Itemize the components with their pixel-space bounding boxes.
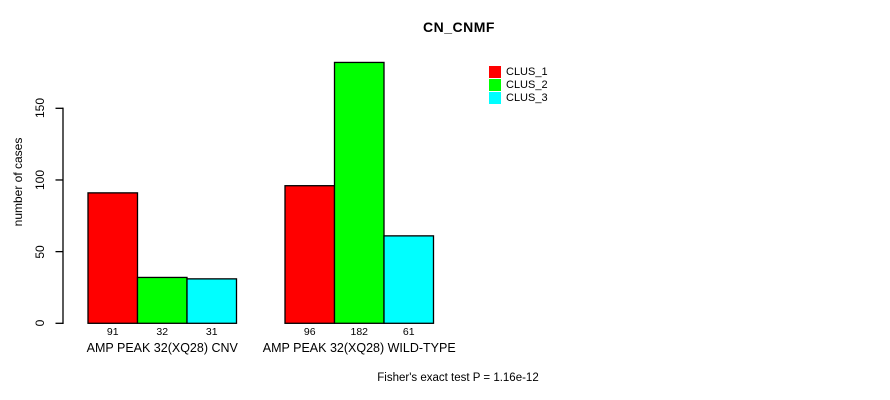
x-category-label: AMP PEAK 32(XQ28) WILD-TYPE [262,341,456,355]
y-axis-label: number of cases [11,137,25,227]
bar-value-label: 32 [156,326,169,338]
legend-swatch-icon [489,79,501,92]
legend-swatch-icon [489,65,501,78]
bar-clus_2-group2 [333,61,385,324]
legend-swatch-icon [489,92,501,105]
bar-clus_1-group1 [87,192,139,324]
legend-item-clus_3: CLUS_3 [489,92,548,105]
chart-title: CN_CNMF [423,19,495,35]
y-tick-label: 100 [33,169,47,190]
legend-label: CLUS_2 [506,79,548,92]
legend-label: CLUS_1 [506,65,548,78]
x-category-label: AMP PEAK 32(XQ28) CNV [86,341,238,355]
fisher-test-annotation: Fisher's exact test P = 1.16e-12 [377,372,539,384]
legend-item-clus_1: CLUS_1 [489,65,548,78]
legend: CLUS_1 CLUS_2 CLUS_3 [489,65,548,105]
y-tick-label: 150 [33,98,47,119]
bar-clus_3-group1 [186,278,238,324]
y-tick-label: 0 [33,319,47,327]
bar-value-label: 182 [350,326,369,338]
bar-value-label: 31 [205,326,218,338]
legend-label: CLUS_3 [506,92,548,105]
legend-item-clus_2: CLUS_2 [489,78,548,92]
bar-value-label: 96 [303,326,316,338]
bar-clus_2-group1 [136,276,188,324]
bar-value-label: 61 [402,326,415,338]
bar-clus_3-group2 [383,235,435,324]
y-tick-label: 50 [33,244,47,259]
bar-clus_1-group2 [284,185,336,324]
bar-value-label: 91 [106,326,119,338]
